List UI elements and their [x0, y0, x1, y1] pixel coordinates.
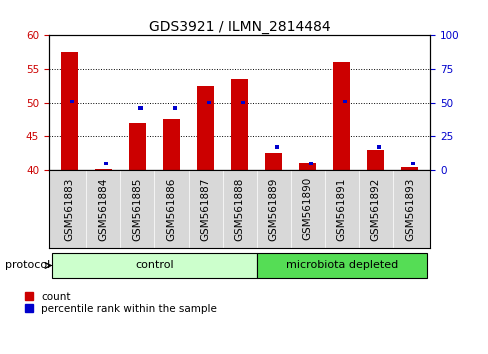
- Text: GSM561887: GSM561887: [200, 177, 210, 241]
- Text: GSM561888: GSM561888: [234, 177, 244, 241]
- Text: GSM561883: GSM561883: [64, 177, 74, 241]
- Bar: [197, 86, 214, 170]
- Text: GSM561892: GSM561892: [370, 177, 380, 241]
- Bar: [129, 123, 145, 170]
- Legend: count, percentile rank within the sample: count, percentile rank within the sample: [25, 292, 217, 314]
- Bar: [333, 62, 349, 170]
- Text: protocol: protocol: [5, 261, 50, 270]
- Bar: [264, 153, 282, 170]
- Bar: [163, 119, 180, 170]
- Bar: [104, 161, 108, 165]
- Bar: [308, 161, 312, 165]
- Bar: [70, 99, 74, 103]
- Bar: [299, 163, 316, 170]
- Bar: [240, 101, 244, 104]
- Bar: [172, 106, 176, 110]
- Bar: [410, 161, 414, 165]
- Text: GSM561891: GSM561891: [336, 177, 346, 241]
- Bar: [231, 79, 247, 170]
- Text: microbiota depleted: microbiota depleted: [285, 261, 397, 270]
- Bar: [401, 166, 418, 170]
- Text: GSM561885: GSM561885: [132, 177, 142, 241]
- Bar: [206, 101, 210, 104]
- Text: control: control: [135, 261, 173, 270]
- Text: GSM561890: GSM561890: [302, 177, 312, 240]
- Text: GSM561886: GSM561886: [166, 177, 176, 241]
- Bar: [61, 52, 78, 170]
- Bar: [138, 106, 142, 110]
- Bar: [95, 169, 112, 170]
- Text: GSM561893: GSM561893: [404, 177, 414, 241]
- Text: GSM561884: GSM561884: [98, 177, 108, 241]
- Bar: [376, 145, 380, 149]
- Title: GDS3921 / ILMN_2814484: GDS3921 / ILMN_2814484: [148, 21, 330, 34]
- Bar: [366, 150, 384, 170]
- FancyBboxPatch shape: [52, 253, 256, 278]
- Text: GSM561889: GSM561889: [268, 177, 278, 241]
- FancyBboxPatch shape: [256, 253, 426, 278]
- Bar: [274, 145, 278, 149]
- Bar: [342, 99, 346, 103]
